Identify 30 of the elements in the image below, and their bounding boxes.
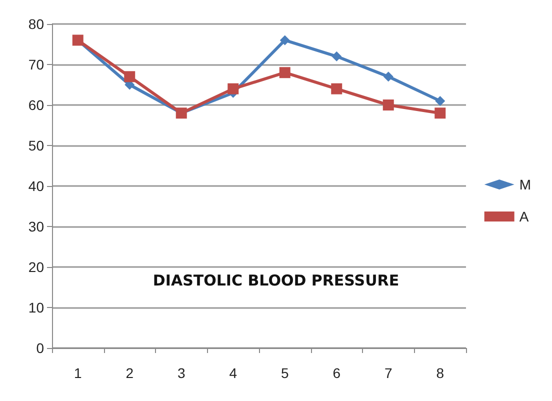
x-tick-label: 6 <box>332 365 341 381</box>
x-tick-label: 1 <box>74 365 82 381</box>
point <box>280 35 290 46</box>
y-tick-label: 0 <box>36 340 44 356</box>
y-tick-label: 80 <box>28 16 44 32</box>
x-tick-label: 5 <box>280 365 289 381</box>
y-tick-label: 40 <box>28 178 44 194</box>
point <box>228 83 239 94</box>
point <box>331 83 342 94</box>
x-tick-label: 3 <box>177 365 186 381</box>
point <box>382 100 394 110</box>
point <box>434 108 446 119</box>
point <box>332 51 342 62</box>
y-tick-label: 70 <box>28 56 44 72</box>
legend-label: A <box>519 208 530 224</box>
y-tick-label: 20 <box>28 259 44 275</box>
x-tick-label: 2 <box>126 365 134 381</box>
text: DIASTOLIC BLOOD PRESSURE <box>152 272 400 290</box>
point <box>435 96 446 106</box>
x-tick-label: 8 <box>436 365 444 381</box>
y-tick-label: 60 <box>28 97 44 113</box>
x-tick-label: 7 <box>384 365 392 381</box>
y-tick-label: 10 <box>28 300 44 316</box>
point <box>383 72 394 82</box>
point <box>124 71 136 82</box>
y-tick-label: 30 <box>28 218 44 234</box>
legend-label: M <box>519 176 532 192</box>
point <box>279 67 290 78</box>
x-tick-label: 4 <box>229 365 238 381</box>
y-tick-label: 50 <box>28 138 44 154</box>
